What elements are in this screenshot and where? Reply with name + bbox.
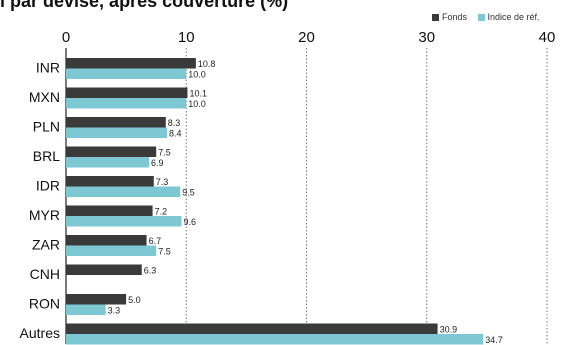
bar-fonds	[66, 176, 154, 187]
bar-indice	[66, 186, 181, 197]
category-label: CNH	[30, 266, 60, 282]
data-label: 7.2	[155, 207, 168, 217]
category-label: Autres	[20, 325, 60, 341]
bar-fonds	[66, 294, 127, 305]
category-label: ZAR	[32, 237, 60, 253]
bar-indice	[66, 68, 187, 79]
data-label: 8.3	[168, 118, 181, 128]
x-tick-label: 10	[178, 29, 195, 46]
data-label: 9.5	[182, 188, 195, 198]
x-tick-label: 40	[539, 29, 556, 46]
bar-indice	[66, 98, 187, 109]
legend-item-fonds: Fonds	[432, 12, 467, 22]
data-label: 6.7	[149, 236, 162, 246]
data-label: 10.1	[189, 89, 207, 99]
data-label: 10.8	[198, 59, 216, 69]
legend-label-fonds: Fonds	[442, 12, 468, 22]
legend: Fonds Indice de réf.	[432, 12, 540, 22]
bar-indice	[66, 216, 182, 227]
bar-indice	[66, 245, 157, 256]
legend-label-indice: Indice de réf.	[487, 12, 540, 22]
category-label: PLN	[33, 119, 60, 135]
bar-indice	[66, 304, 106, 315]
legend-swatch-indice	[477, 14, 485, 21]
bar-indice	[66, 127, 168, 138]
bar-fonds	[66, 264, 142, 275]
data-label: 6.3	[144, 266, 157, 276]
data-label: 34.7	[485, 335, 503, 345]
data-label: 5.0	[128, 295, 141, 305]
category-label: RON	[29, 296, 60, 312]
data-label: 9.6	[183, 217, 196, 227]
bar-fonds	[66, 58, 196, 69]
x-tick-label: 0	[62, 29, 70, 46]
legend-item-indice: Indice de réf.	[477, 12, 540, 22]
bar-fonds	[66, 87, 188, 98]
bar-indice	[66, 157, 149, 168]
data-label: 10.0	[188, 70, 206, 80]
bar-indice	[66, 334, 484, 345]
data-label: 7.5	[158, 148, 171, 158]
x-tick-label: 30	[418, 29, 435, 46]
x-tick-label: 20	[298, 29, 315, 46]
bar-fonds	[66, 117, 166, 128]
data-label: 7.3	[156, 177, 169, 187]
data-label: 30.9	[440, 325, 458, 335]
data-label: 8.4	[169, 129, 182, 139]
bar-fonds	[66, 205, 153, 216]
category-label: BRL	[33, 148, 60, 164]
bar-fonds	[66, 323, 438, 334]
category-label: IDR	[36, 178, 60, 194]
data-label: 6.9	[151, 158, 164, 168]
category-label: MXN	[29, 89, 60, 105]
data-label: 3.3	[108, 306, 121, 316]
bar-fonds	[66, 146, 157, 157]
category-label: MYR	[29, 207, 60, 223]
data-label: 7.5	[158, 247, 171, 257]
category-label: INR	[36, 60, 60, 76]
chart-title: l par devise, après couverture (%)	[0, 0, 289, 11]
legend-swatch-fonds	[432, 14, 439, 21]
bar-fonds	[66, 235, 147, 246]
data-label: 10.0	[188, 99, 206, 109]
